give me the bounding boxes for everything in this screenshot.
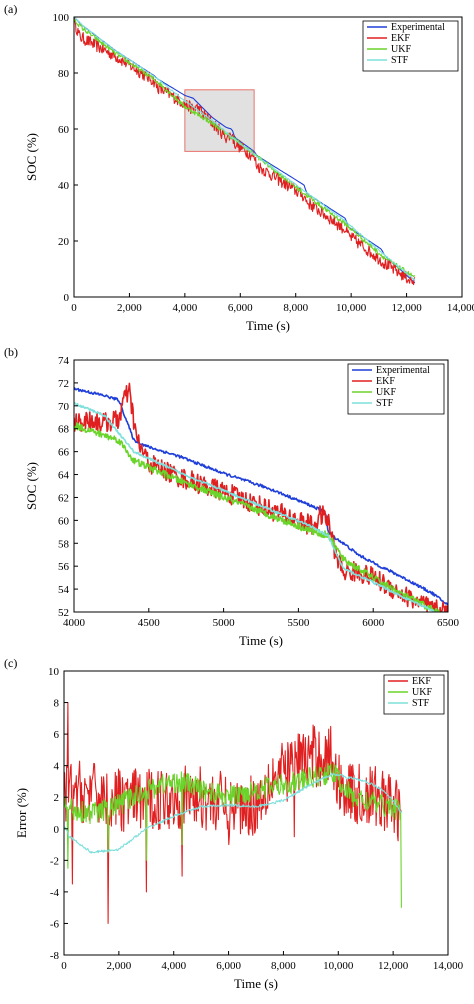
legend-label: EKF [412,676,431,687]
legend-label: STF [412,698,430,709]
series-group [64,702,402,924]
x-axis-title: Time (s) [234,976,278,991]
x-tick-label: 14,000 [433,960,464,972]
series-line-ukf [64,762,402,908]
legend-label: UKF [391,44,411,55]
panel-label: (b) [4,345,18,359]
series-line-ekf [74,382,448,612]
x-tick-label: 4000 [63,617,86,629]
y-tick-label: 60 [58,515,70,527]
x-tick-label: 8,000 [283,302,308,314]
x-tick-label: 0 [71,302,77,314]
y-tick-label: 52 [58,607,69,619]
y-axis-title: SOC (%) [24,133,39,181]
x-tick-label: 12,000 [391,302,422,314]
y-tick-label: 100 [53,12,70,24]
legend-label: UKF [412,687,432,698]
plot-frame [63,670,449,956]
series-line-stf [74,17,416,281]
panel-b: 4000 4500 5000 5500 6000 6500 52 54 56 58 60 62 64 66… [4,345,460,648]
x-tick-label: 6,000 [228,302,253,314]
legend-label: EKF [391,33,410,44]
x-tick-label: 5500 [287,617,310,629]
y-tick-label: 8 [54,698,60,710]
y-tick-label: 80 [58,68,70,80]
legend-label: EKF [376,376,395,387]
x-tick-label: 10,000 [323,960,354,972]
y-tick-label: 62 [58,492,69,504]
y-tick-label: 64 [58,470,70,482]
x-tick-label: 8,000 [271,960,296,972]
y-tick-label: -8 [50,950,60,962]
x-axis-title: Time (s) [239,633,283,648]
series-group [74,17,416,286]
x-tick-label: 4,000 [172,302,197,314]
zoom-highlight-region [184,89,255,152]
series-group [74,382,448,612]
y-tick-label: 10 [48,666,60,678]
y-tick-label: 70 [58,401,70,413]
y-axis-title: Error (%) [14,788,29,838]
x-tick-label: 10,000 [336,302,367,314]
y-tick-label: 58 [58,538,70,550]
y-tick-label: 0 [54,824,60,836]
legend-label: STF [391,55,409,66]
y-tick-label: 20 [58,236,70,248]
x-tick-label: 14,000 [447,302,474,314]
series-line-ukf [74,422,444,612]
x-tick-label: 6,000 [216,960,241,972]
panel-a: 0 2,000 4,000 6,000 8,000 10,000 12,000 14,000 0… [4,2,474,333]
series-line-stf [74,402,438,612]
series-line-stf [64,772,402,854]
y-tick-label: 66 [58,447,70,459]
y-tick-label: 74 [58,355,70,367]
y-tick-label: 54 [58,584,70,596]
legend-label: UKF [376,387,396,398]
y-tick-label: 4 [54,761,60,773]
x-tick-label: 2,000 [117,302,142,314]
x-tick-label: 6000 [362,617,385,629]
legend-label: Experimental [391,22,445,33]
series-line-experimental [74,387,448,606]
x-axis-title: Time (s) [246,318,290,333]
series-line-ukf [74,19,416,278]
y-tick-label: 72 [58,378,69,390]
plot-frame [73,359,449,613]
y-tick-label: 6 [54,729,60,741]
legend-label: STF [376,398,394,409]
panel-c: 0 2,000 4,000 6,000 8,000 10,000 12,000 14,000 -… [4,656,464,991]
y-tick-label: 0 [64,292,70,304]
y-tick-label: 2 [54,792,60,804]
plot-frame [73,16,463,298]
x-tick-label: 4500 [138,617,161,629]
x-tick-label: 5000 [213,617,236,629]
y-tick-label: 68 [58,424,70,436]
y-tick-label: 40 [58,180,70,192]
panel-label: (a) [4,2,17,16]
y-tick-label: 60 [58,124,70,136]
series-line-ekf [64,702,402,924]
y-axis-title: SOC (%) [24,462,39,510]
x-tick-label: 4,000 [161,960,186,972]
y-tick-label: -6 [50,918,60,930]
legend-box [362,20,459,72]
legend-label: Experimental [376,365,430,376]
legend-box [347,363,445,415]
y-tick-label: 56 [58,561,70,573]
x-tick-label: 0 [61,960,67,972]
x-tick-label: 2,000 [106,960,131,972]
y-tick-label: -4 [50,887,60,899]
panel-label: (c) [4,656,17,670]
x-tick-label: 12,000 [378,960,409,972]
y-tick-label: -2 [50,855,59,867]
x-tick-label: 6500 [437,617,460,629]
